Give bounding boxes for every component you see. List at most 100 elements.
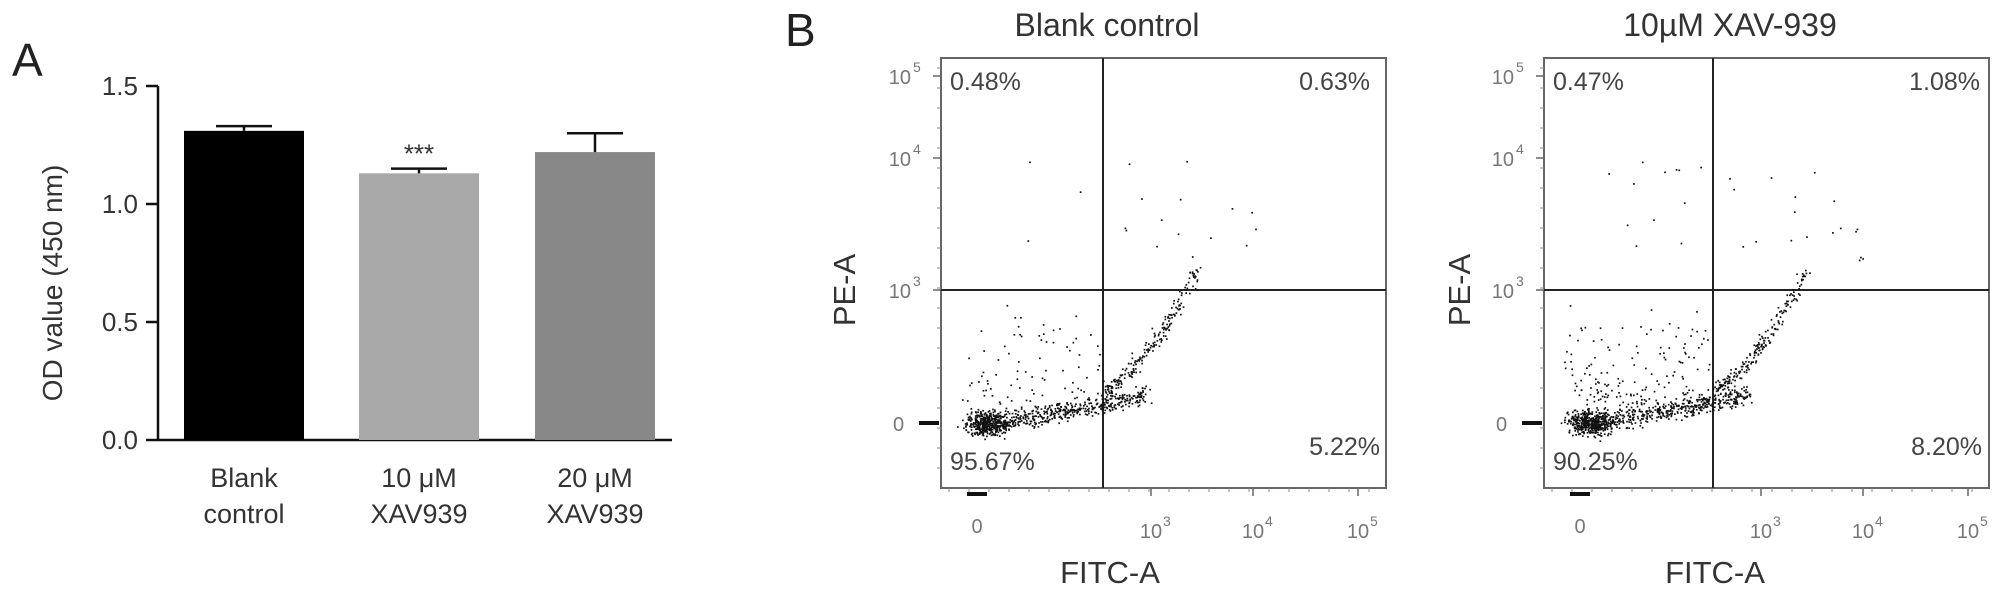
event-dot [1089,402,1092,404]
flow-x-tick-label: 10 [1750,521,1772,543]
event-dot [1043,413,1046,415]
event-dot [1665,416,1668,419]
event-dot [1640,422,1642,424]
event-dot [1128,375,1131,377]
event-dot [993,427,995,429]
event-dot [1728,376,1731,378]
event-dot [1631,357,1634,360]
event-dot [1564,416,1567,419]
event-dot [1703,397,1705,400]
event-dot [1746,356,1748,359]
event-dot [1144,351,1146,354]
event-dot [1645,420,1647,423]
flow-x-tick-exponent: 5 [1370,513,1378,529]
event-dot [1054,417,1056,419]
event-dot [1597,429,1600,431]
event-dot [988,423,990,425]
event-dot [1120,383,1123,385]
event-dot [1064,410,1067,412]
event-dot [1789,294,1791,297]
event-dot [1609,420,1612,423]
event-dot [1587,422,1589,424]
event-dot [1618,423,1621,425]
event-dot [1594,428,1596,431]
event-dot [978,381,980,383]
event-dot [1156,339,1159,342]
event-dot [1587,420,1589,423]
event-dot [1724,382,1726,385]
event-dot [1143,348,1146,351]
event-dot [1044,420,1046,423]
event-dot [1683,347,1685,349]
event-dot [1752,361,1754,363]
event-dot [1033,426,1036,428]
event-dot [1735,396,1737,398]
event-dot [1586,415,1589,418]
event-dot [1671,407,1673,410]
event-dot [986,435,988,438]
event-dot [1646,333,1648,335]
event-dot [1255,228,1257,231]
event-dot [1596,392,1599,395]
event-dot [1587,425,1590,428]
event-dot [996,428,998,431]
event-dot [1033,427,1036,429]
event-dot [1047,407,1049,410]
event-dot [1713,401,1716,404]
event-dot [1700,406,1702,408]
event-dot [1617,385,1620,387]
event-dot [1167,326,1170,328]
panel-a-letter: A [12,34,43,86]
event-dot [1006,422,1009,425]
event-dot [1626,410,1629,413]
event-dot [1700,400,1703,403]
event-dot [1718,398,1720,401]
event-dot [983,427,986,430]
event-dot [1619,414,1622,416]
event-dot [1725,399,1728,402]
event-dot [1050,411,1053,414]
event-dot [1580,424,1582,427]
event-dot [1698,347,1700,349]
event-dot [987,419,990,421]
event-dot [1084,407,1087,410]
event-dot [1142,389,1144,392]
event-dot [1656,416,1658,419]
event-dot [1130,371,1133,373]
event-dot [1120,406,1123,408]
event-dot [1566,412,1568,415]
event-dot [977,427,980,429]
event-dot [1076,410,1079,413]
event-dot [1179,308,1181,310]
event-dot [1606,423,1609,426]
event-dot [1616,417,1619,420]
event-dot [961,399,964,401]
event-dot [1790,293,1792,295]
event-dot [1677,408,1680,411]
flow-y-tick-exponent: 4 [1516,141,1524,157]
event-dot [1191,271,1194,274]
event-dot [1020,406,1023,409]
event-dot [1745,371,1748,374]
event-dot [975,411,978,414]
event-dot [990,388,992,390]
event-dot [1703,402,1705,405]
event-dot [993,425,995,427]
event-dot [1071,412,1074,414]
event-dot [1587,429,1590,432]
event-dot [976,419,979,422]
event-dot [1189,272,1191,274]
event-dot [1764,344,1767,346]
flow-y-tick-exponent: 4 [913,141,921,157]
event-dot [1149,346,1152,349]
event-dot [1730,407,1733,410]
event-dot [1066,411,1068,413]
event-dot [1700,407,1702,409]
event-dot [1566,411,1569,414]
event-dot [963,427,965,430]
event-dot [1178,304,1181,306]
event-dot [1139,392,1142,395]
event-dot [1677,327,1680,329]
event-dot [980,411,982,413]
event-dot [1750,362,1752,365]
